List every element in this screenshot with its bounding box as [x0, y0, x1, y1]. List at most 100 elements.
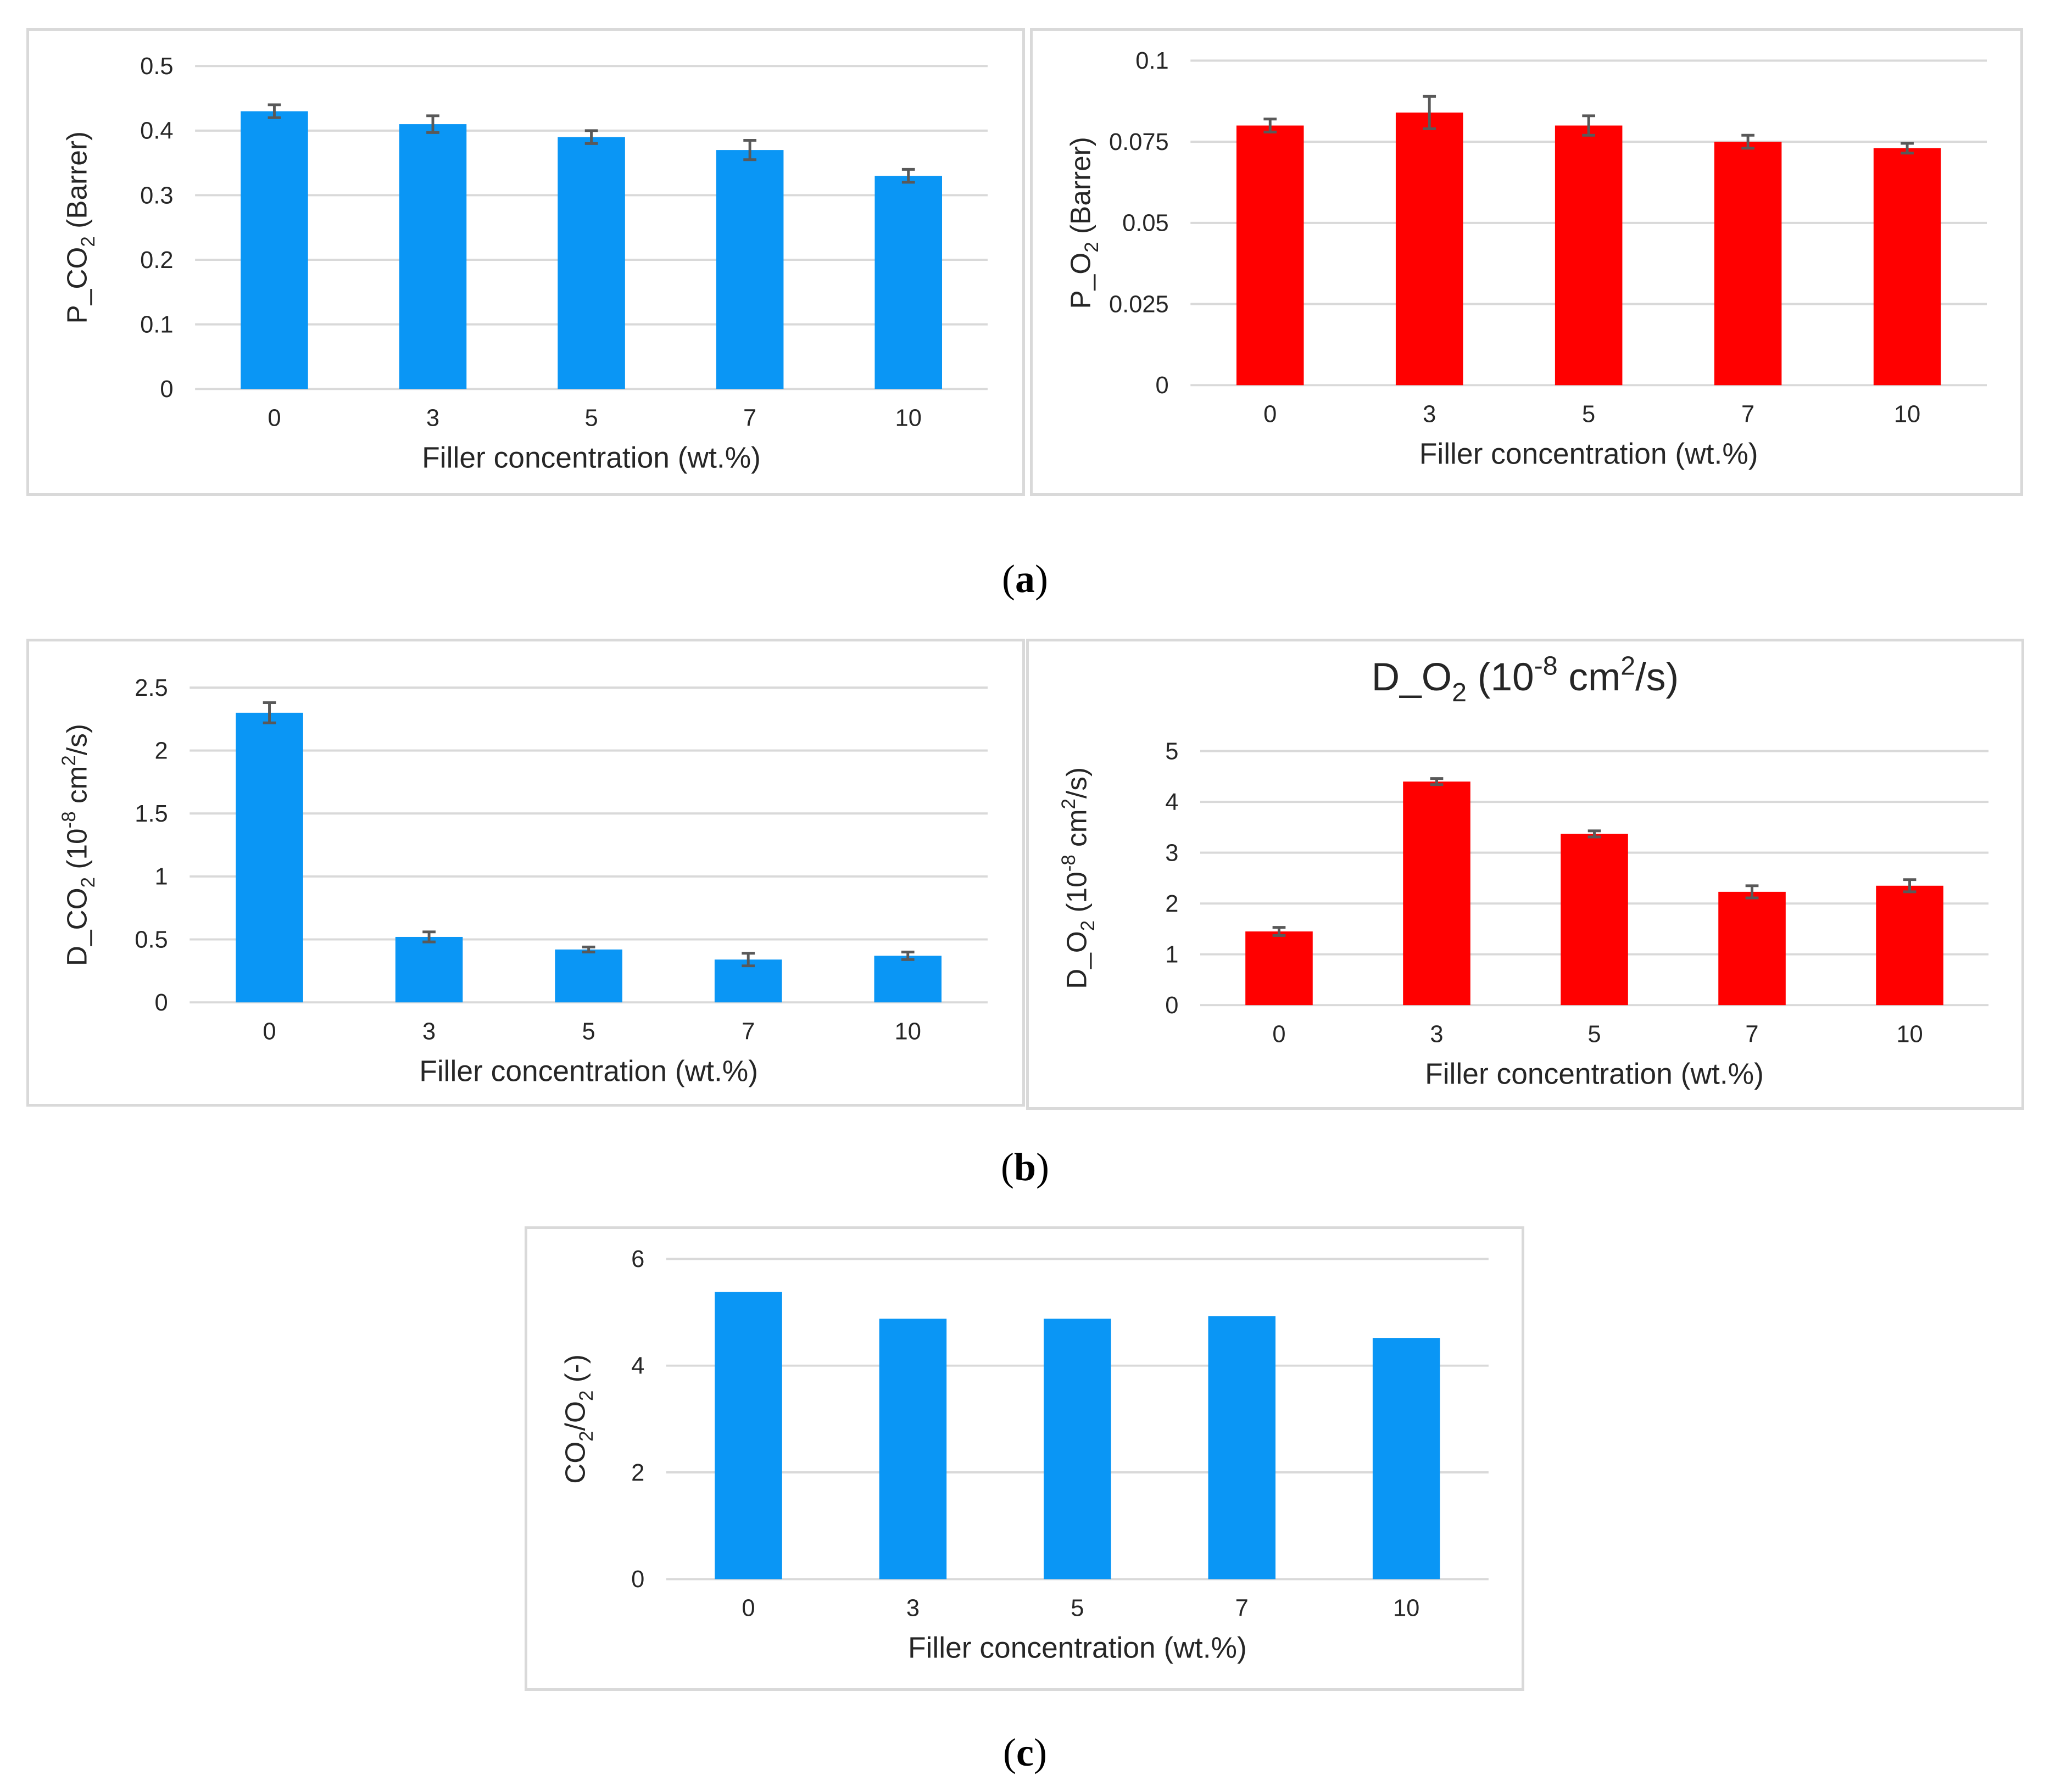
chart-panel-p-co2: 0 0.1 0.2 0.3 0.4 0.5 0 3 5 7 10 Filler concentrati… [26, 28, 1025, 496]
x-tick-label: 3 [422, 1018, 436, 1045]
y-tick-label: 0.1 [140, 311, 173, 338]
chart-panel-p-o2: 0 0.025 0.05 0.075 0.1 0 3 5 7 10 Filler concentra… [1030, 28, 2023, 496]
error-bar-5 [582, 945, 595, 953]
x-tick-label: 5 [1071, 1595, 1084, 1622]
x-tick-label: 10 [1894, 401, 1920, 428]
x-tick-label: 3 [906, 1595, 920, 1622]
chart-title: D_O2 (10-8 cm2/s) [1372, 651, 1679, 707]
bar-5 [1044, 1319, 1111, 1579]
error-bar-0 [263, 701, 276, 724]
panel-label-a: (a) [1002, 557, 1048, 601]
y-axis-title: D_O2 (10-8 cm2/s) [1058, 767, 1099, 989]
y-axis-title: CO2/O2 (-) [559, 1354, 597, 1484]
error-bar-3 [1430, 777, 1444, 786]
x-tick-label: 0 [1272, 1021, 1285, 1047]
y-tick-label: 2.5 [135, 675, 168, 701]
y-tick-label: 0 [160, 376, 173, 403]
y-tick-label: 2 [1165, 891, 1178, 917]
x-tick-label: 5 [1587, 1021, 1601, 1047]
y-tick-label: 6 [631, 1246, 644, 1272]
bar-5 [1555, 125, 1623, 386]
bar-0 [1236, 125, 1304, 386]
bar-0 [241, 111, 308, 389]
y-tick-label: 0.1 [1135, 48, 1168, 74]
y-tick-label: 0 [1165, 992, 1178, 1019]
bar-5 [1561, 834, 1628, 1006]
y-tick-label: 0.025 [1109, 291, 1169, 317]
x-axis-title: Filler concentration (wt.%) [1419, 438, 1758, 471]
y-tick-label: 3 [1165, 840, 1178, 866]
y-tick-label: 4 [631, 1353, 644, 1380]
error-bar-5 [1587, 829, 1601, 839]
y-tick-label: 0 [631, 1566, 644, 1593]
error-bar-7 [743, 139, 757, 161]
y-tick-label: 0 [155, 990, 168, 1016]
error-bar-0 [1272, 926, 1286, 937]
bar-7 [1208, 1316, 1276, 1579]
x-tick-label: 7 [1741, 401, 1754, 428]
chart-panel-d-co2: 0 0.5 1 1.5 2 2.5 0 3 5 7 10 Filler concentration (… [26, 639, 1025, 1107]
y-tick-label: 4 [1165, 789, 1178, 816]
error-bar-10 [901, 951, 915, 961]
bar-5 [558, 137, 625, 389]
error-bar-3 [422, 930, 436, 944]
x-tick-label: 0 [263, 1018, 276, 1045]
x-tick-label: 5 [1582, 401, 1595, 428]
error-bar-5 [1582, 114, 1596, 137]
error-bar-7 [742, 952, 755, 968]
x-tick-label: 3 [1430, 1021, 1443, 1047]
bar-3 [879, 1319, 947, 1579]
y-axis-title: D_CO2 (10-8 cm2/s) [58, 724, 99, 966]
y-tick-label: 0.2 [140, 247, 173, 273]
bar-3 [399, 124, 467, 389]
x-tick-label: 0 [1263, 401, 1277, 428]
y-tick-label: 1 [155, 864, 168, 890]
chart-panel-sel: 0 2 4 6 0 3 5 7 10 Filler concentration (wt.%) CO2… [525, 1226, 1524, 1691]
panel-label-b: (b) [1000, 1145, 1049, 1189]
bar-0 [715, 1292, 782, 1579]
x-axis-title: Filler concentration (wt.%) [908, 1632, 1247, 1665]
x-tick-label: 3 [1423, 401, 1436, 428]
bar-10 [1873, 148, 1941, 386]
bar-0 [236, 712, 303, 1003]
y-tick-label: 0 [1156, 372, 1169, 399]
chart-panel-d-o2: 0 1 2 3 4 5 0 3 5 7 10 Filler concentration (wt.%) D… [1026, 639, 2024, 1110]
x-axis-title: Filler concentration (wt.%) [1425, 1058, 1764, 1091]
y-tick-label: 0.05 [1122, 210, 1169, 237]
error-bar-10 [1903, 878, 1917, 894]
x-axis-title: Filler concentration (wt.%) [419, 1055, 758, 1087]
error-bar-0 [1263, 118, 1277, 133]
bar-3 [1395, 112, 1463, 386]
y-tick-label: 2 [155, 738, 168, 764]
x-tick-label: 10 [1896, 1021, 1923, 1047]
y-tick-label: 0.4 [140, 118, 173, 144]
bar-10 [874, 176, 942, 389]
bar-10 [1372, 1338, 1440, 1579]
y-axis-title: P_CO2 (Barrer) [60, 131, 98, 324]
bar-10 [1876, 885, 1943, 1006]
panel-label-c: (c) [1003, 1730, 1047, 1774]
bar-10 [874, 956, 942, 1003]
bar-0 [1245, 931, 1313, 1006]
error-bar-10 [1901, 142, 1914, 155]
y-tick-label: 0.3 [140, 182, 173, 209]
x-tick-label: 7 [742, 1018, 755, 1045]
bar-7 [716, 150, 784, 389]
x-tick-label: 0 [268, 405, 281, 431]
x-tick-label: 3 [426, 405, 439, 431]
x-tick-label: 7 [1745, 1021, 1758, 1047]
x-tick-label: 7 [743, 405, 756, 431]
error-bar-3 [426, 114, 439, 134]
error-bar-10 [901, 168, 915, 184]
y-axis-title: P_O2 (Barrer) [1064, 137, 1102, 309]
error-bar-7 [1741, 133, 1754, 150]
chart-p-co2: 0 0.1 0.2 0.3 0.4 0.5 0 3 5 7 10 Filler concentrati… [60, 53, 988, 474]
error-bar-7 [1745, 884, 1759, 900]
x-tick-label: 7 [1235, 1595, 1249, 1622]
chart-p-o2: 0 0.025 0.05 0.075 0.1 0 3 5 7 10 Filler concentra… [1064, 48, 1987, 471]
bar-7 [1714, 142, 1782, 386]
chart-d-o2: 0 1 2 3 4 5 0 3 5 7 10 Filler concentration (wt.%) D… [1058, 651, 1989, 1091]
x-axis-title: Filler concentration (wt.%) [422, 442, 761, 474]
y-tick-label: 1 [1165, 942, 1178, 968]
error-bar-3 [1423, 94, 1436, 130]
